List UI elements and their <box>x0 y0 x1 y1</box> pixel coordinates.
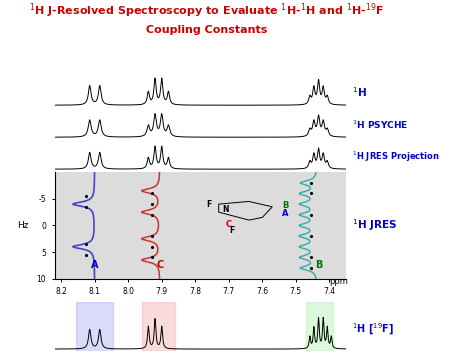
Y-axis label: Hz: Hz <box>17 221 28 230</box>
Text: C: C <box>156 260 164 270</box>
Text: A: A <box>283 209 289 218</box>
Text: F: F <box>229 226 235 235</box>
Text: Coupling Constants: Coupling Constants <box>146 25 267 35</box>
Text: C: C <box>226 220 231 229</box>
Text: $^1$H PSYCHE: $^1$H PSYCHE <box>352 119 408 131</box>
Text: $^1$H: $^1$H <box>352 85 366 99</box>
Text: B: B <box>283 201 289 211</box>
Text: $^1$H [$^{19}$F]: $^1$H [$^{19}$F] <box>352 321 394 337</box>
Bar <box>142 302 175 351</box>
Text: B: B <box>316 260 323 270</box>
Text: ppm: ppm <box>329 277 348 286</box>
Text: $^1$H JRES: $^1$H JRES <box>352 218 397 233</box>
Text: N: N <box>222 205 228 214</box>
Text: $^1$H J-Resolved Spectroscopy to Evaluate $^1$H-$^1$H and $^1$H-$^{19}$F: $^1$H J-Resolved Spectroscopy to Evaluat… <box>28 2 384 20</box>
Bar <box>306 302 333 351</box>
Text: A: A <box>91 260 99 270</box>
Bar <box>76 302 113 351</box>
Text: F: F <box>206 200 211 209</box>
Text: $^1$H JRES Projection: $^1$H JRES Projection <box>352 149 439 164</box>
